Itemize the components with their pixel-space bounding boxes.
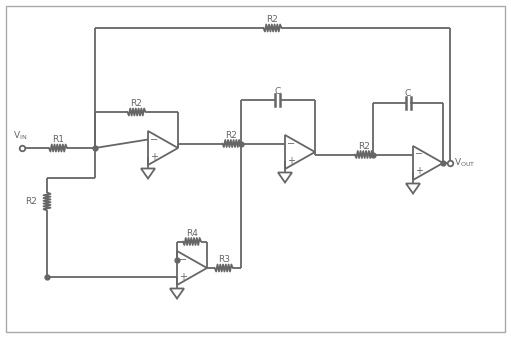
Text: −: − [287, 139, 295, 148]
Text: V$_{\rm IN}$: V$_{\rm IN}$ [13, 129, 27, 142]
Text: R2: R2 [25, 197, 37, 206]
Text: R2: R2 [267, 16, 278, 24]
Text: R3: R3 [218, 256, 230, 265]
Text: +: + [150, 151, 158, 162]
Text: C: C [405, 90, 411, 98]
Text: R4: R4 [186, 229, 198, 238]
Text: −: − [179, 255, 187, 265]
Text: −: − [150, 135, 158, 145]
Text: R2: R2 [358, 142, 370, 151]
Text: +: + [415, 167, 423, 176]
Text: +: + [287, 155, 295, 166]
Text: V$_{\rm OUT}$: V$_{\rm OUT}$ [454, 157, 476, 169]
Text: +: + [179, 271, 187, 282]
Text: C: C [274, 87, 281, 96]
Text: R2: R2 [225, 131, 238, 140]
Text: R2: R2 [131, 99, 143, 108]
Text: R1: R1 [52, 136, 64, 145]
Text: −: − [415, 149, 423, 160]
